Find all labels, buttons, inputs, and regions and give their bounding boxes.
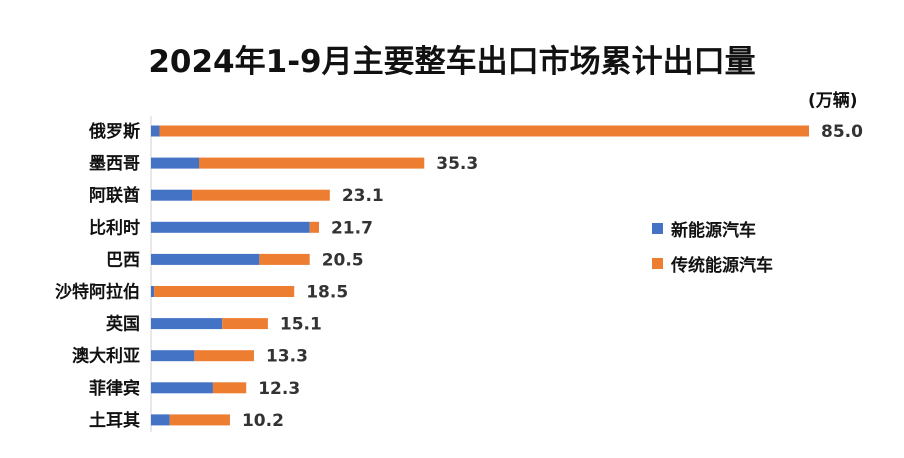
legend-label-nev: 新能源汽车 [671,221,756,241]
category-label: 土耳其 [89,410,140,431]
legend-label-ice: 传统能源汽车 [671,256,773,276]
bar-segment-nev [151,221,310,233]
bar-segment-ice [198,157,425,169]
bar-segment-ice [192,189,330,201]
bar-segment-nev [151,414,170,426]
bar-segment-nev [151,382,213,394]
bar-segment-nev [151,318,223,330]
category-label: 英国 [106,314,140,335]
bar-segment-nev [151,253,260,265]
legend-swatch-nev [652,223,663,234]
bar-segment-nev [151,350,195,362]
bar-total-label: 12.3 [258,379,300,399]
bar-segment-nev [151,189,193,201]
category-label: 巴西 [106,250,140,270]
bar-total-label: 13.3 [266,347,308,367]
bar-segment-ice [222,318,268,330]
bar-segment-ice [212,382,247,394]
category-label: 菲律宾 [89,378,140,399]
bar-total-label: 10.2 [242,411,284,431]
legend-swatch-ice [652,258,663,269]
legend-item-nev: 新能源汽车 [652,216,756,241]
category-label: 墨西哥 [89,154,140,174]
chart-title: 2024年1-9月主要整车出口市场累计出口量 [148,44,756,80]
bar-segment-ice [154,286,295,297]
bar-total-label: 85.0 [821,122,863,142]
bar-total-label: 23.1 [342,186,384,206]
category-label: 比利时 [89,217,140,238]
bar-segment-ice [159,125,810,137]
legend-item-ice: 传统能源汽车 [652,251,773,276]
bar-segment-nev [151,286,155,297]
bar-segment-ice [169,414,230,426]
category-label: 俄罗斯 [88,121,140,142]
category-label: 阿联酋 [89,185,140,206]
bar-total-label: 21.7 [331,218,373,238]
unit-label: (万辆) [808,91,858,111]
bar-segment-ice [259,253,310,265]
bar-segment-ice [309,221,319,233]
bar-segment-ice [194,350,254,362]
bar-segment-nev [151,157,199,169]
category-label: 澳大利亚 [72,346,140,367]
bar-total-label: 15.1 [280,315,322,335]
bar-total-label: 18.5 [306,283,348,303]
bar-total-label: 20.5 [322,250,364,270]
category-label: 沙特阿拉伯 [55,282,140,303]
bar-segment-nev [151,125,160,137]
bar-total-label: 35.3 [436,154,478,174]
